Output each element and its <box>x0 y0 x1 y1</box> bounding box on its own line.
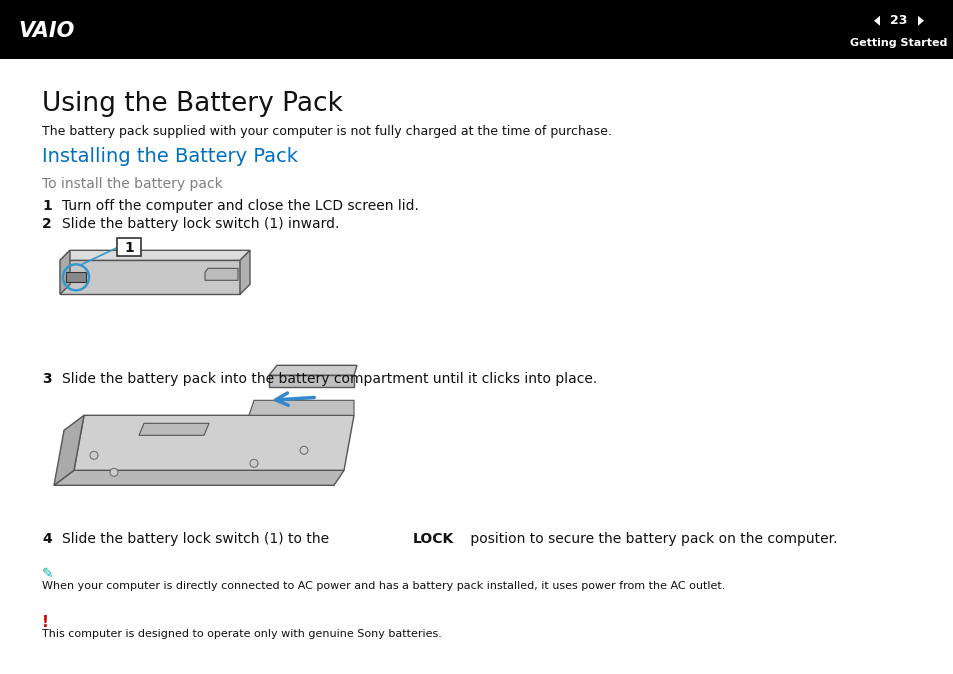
Polygon shape <box>60 250 70 295</box>
Polygon shape <box>74 415 354 470</box>
Text: !: ! <box>42 615 49 630</box>
Polygon shape <box>249 400 354 415</box>
Bar <box>66 272 86 282</box>
Text: Installing the Battery Pack: Installing the Battery Pack <box>42 148 297 166</box>
Text: Using the Battery Pack: Using the Battery Pack <box>42 91 342 117</box>
Text: 3: 3 <box>42 372 51 386</box>
Polygon shape <box>54 470 344 485</box>
Text: Slide the battery lock switch (1) to the: Slide the battery lock switch (1) to the <box>62 532 334 547</box>
Polygon shape <box>269 365 356 375</box>
Polygon shape <box>139 423 209 435</box>
Polygon shape <box>205 268 237 280</box>
Polygon shape <box>240 250 250 295</box>
Polygon shape <box>873 16 879 26</box>
Circle shape <box>110 468 118 477</box>
Polygon shape <box>60 250 250 260</box>
Text: The battery pack supplied with your computer is not fully charged at the time of: The battery pack supplied with your comp… <box>42 125 611 138</box>
Text: This computer is designed to operate only with genuine Sony batteries.: This computer is designed to operate onl… <box>42 630 441 640</box>
Text: To install the battery pack: To install the battery pack <box>42 177 222 191</box>
Circle shape <box>250 459 257 467</box>
Text: Turn off the computer and close the LCD screen lid.: Turn off the computer and close the LCD … <box>62 200 418 213</box>
Polygon shape <box>60 260 240 295</box>
Polygon shape <box>269 375 354 388</box>
Text: 1: 1 <box>42 200 51 213</box>
Text: 2: 2 <box>42 217 51 231</box>
Text: VAIO: VAIO <box>18 21 74 41</box>
Text: LOCK: LOCK <box>412 532 453 547</box>
Text: 4: 4 <box>42 532 51 547</box>
Text: Getting Started: Getting Started <box>849 38 946 49</box>
Circle shape <box>299 446 308 454</box>
Polygon shape <box>54 415 84 485</box>
Bar <box>0 0 953 59</box>
Text: Slide the battery lock switch (1) inward.: Slide the battery lock switch (1) inward… <box>62 217 339 231</box>
Text: ✎: ✎ <box>42 568 53 581</box>
Text: 1: 1 <box>124 241 133 255</box>
Circle shape <box>90 452 98 459</box>
Text: Slide the battery pack into the battery compartment until it clicks into place.: Slide the battery pack into the battery … <box>62 372 597 386</box>
Text: position to secure the battery pack on the computer.: position to secure the battery pack on t… <box>465 532 836 547</box>
Text: When your computer is directly connected to AC power and has a battery pack inst: When your computer is directly connected… <box>42 581 724 591</box>
FancyBboxPatch shape <box>117 239 141 256</box>
Polygon shape <box>917 16 923 26</box>
Text: 23: 23 <box>889 14 906 27</box>
